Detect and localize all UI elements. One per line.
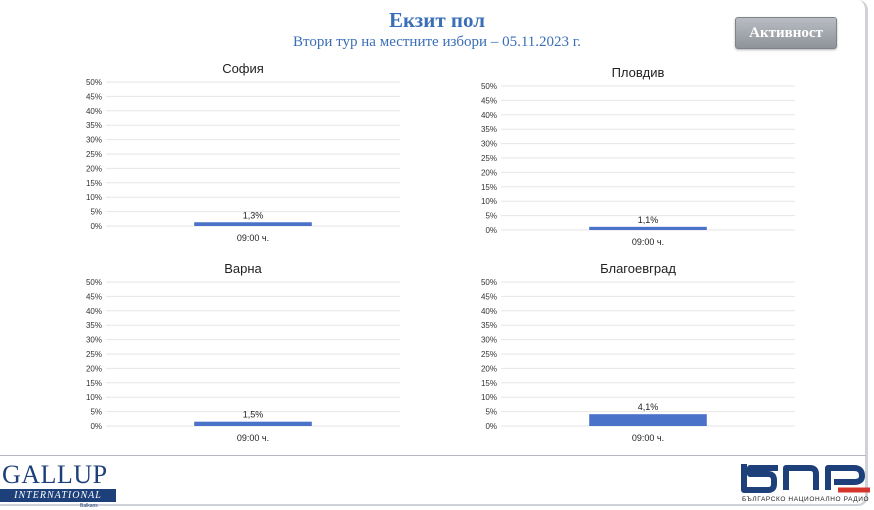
y-tick-label: 0%: [485, 226, 497, 235]
y-tick-label: 5%: [485, 408, 497, 417]
y-tick-label: 0%: [90, 422, 102, 431]
y-tick-label: 0%: [90, 222, 102, 231]
y-tick-label: 10%: [481, 393, 497, 402]
chart-blagoevgrad: Благоевград 0% 5% 10% 15% 20% 25% 30% 35% 40% 45% 5…: [455, 258, 800, 448]
gallup-logo: GALLUP INTERNATIONAL Balkans: [0, 460, 118, 509]
y-tick-label: 30%: [481, 140, 497, 149]
bnr-logo-mark: [741, 464, 870, 493]
y-tick-label: 50%: [481, 82, 497, 91]
y-tick-label: 20%: [481, 168, 497, 177]
page-title: Екзит пол: [388, 8, 486, 32]
bar: [589, 414, 707, 426]
y-tick-label: 25%: [481, 350, 497, 359]
y-tick-label: 25%: [86, 350, 102, 359]
y-tick-label: 10%: [481, 197, 497, 206]
footer-divider: [0, 455, 866, 456]
page-subtitle: Втори тур на местните избори – 05.11.202…: [293, 34, 581, 50]
y-tick-label: 20%: [481, 364, 497, 373]
y-tick-label: 25%: [481, 154, 497, 163]
x-category-label: 09:00 ч.: [237, 233, 269, 243]
bar: [589, 226, 707, 230]
y-tick-label: 20%: [86, 364, 102, 373]
y-tick-label: 25%: [86, 150, 102, 159]
y-tick-label: 50%: [86, 78, 102, 87]
chart-plovdiv: Пловдив 0% 5% 10% 15% 20% 25% 30% 35% 40% 45% 50% 1,…: [455, 62, 800, 252]
chart-svg: Благоевград 0% 5% 10% 15% 20% 25% 30% 35% 40% 45% 5…: [481, 261, 795, 443]
y-tick-label: 30%: [86, 136, 102, 145]
data-label: 1,1%: [638, 215, 659, 225]
y-tick-label: 15%: [481, 379, 497, 388]
y-tick-label: 20%: [86, 164, 102, 173]
x-category-label: 09:00 ч.: [632, 433, 664, 443]
y-tick-label: 15%: [481, 183, 497, 192]
y-tick-label: 35%: [481, 125, 497, 134]
y-tick-label: 35%: [481, 321, 497, 330]
gallup-logo-sub: Balkans: [80, 503, 98, 509]
chart-varna: Варна 0% 5% 10% 15% 20% 25% 30% 35% 40% 45% 50% 1,5%…: [60, 258, 405, 448]
x-category-label: 09:00 ч.: [237, 433, 269, 443]
data-label: 1,5%: [243, 410, 264, 420]
data-label: 1,3%: [243, 210, 264, 220]
y-tick-label: 35%: [86, 121, 102, 130]
y-tick-label: 5%: [485, 212, 497, 221]
chart-sofia: София 0% 5% 10% 15% 20% 25% 30% 35% 40% 45% 50% 1,3%…: [60, 58, 405, 248]
y-tick-label: 15%: [86, 379, 102, 388]
chart-title: Варна: [224, 261, 262, 276]
chart-svg: Варна 0% 5% 10% 15% 20% 25% 30% 35% 40% 45% 50% 1,5%…: [86, 261, 400, 443]
y-tick-label: 0%: [485, 422, 497, 431]
chart-title: София: [222, 61, 264, 76]
bar: [194, 222, 312, 226]
x-category-label: 09:00 ч.: [632, 237, 664, 247]
bnr-logo: БЪЛГАРСКО НАЦИОНАЛНО РАДИО: [738, 460, 874, 508]
y-tick-label: 40%: [86, 107, 102, 116]
chart-title: Благоевград: [600, 261, 676, 276]
y-tick-label: 45%: [481, 292, 497, 301]
chart-svg: Пловдив 0% 5% 10% 15% 20% 25% 30% 35% 40% 45% 50% 1,…: [481, 65, 795, 247]
data-label: 4,1%: [638, 402, 659, 412]
y-tick-label: 50%: [481, 278, 497, 287]
y-tick-label: 45%: [86, 292, 102, 301]
y-tick-label: 40%: [86, 307, 102, 316]
y-tick-label: 50%: [86, 278, 102, 287]
y-tick-label: 45%: [481, 96, 497, 105]
y-tick-label: 15%: [86, 179, 102, 188]
y-tick-label: 5%: [90, 408, 102, 417]
y-tick-label: 30%: [86, 336, 102, 345]
y-tick-label: 10%: [86, 393, 102, 402]
y-tick-label: 40%: [481, 307, 497, 316]
chart-title: Пловдив: [612, 65, 665, 80]
y-tick-label: 5%: [90, 208, 102, 217]
y-tick-label: 35%: [86, 321, 102, 330]
y-tick-label: 45%: [86, 92, 102, 101]
bnr-logo-tagline: БЪЛГАРСКО НАЦИОНАЛНО РАДИО: [742, 496, 870, 503]
y-tick-label: 30%: [481, 336, 497, 345]
gallup-logo-bar: INTERNATIONAL: [0, 489, 116, 502]
chart-svg: София 0% 5% 10% 15% 20% 25% 30% 35% 40% 45% 50% 1,3%…: [86, 61, 400, 243]
y-tick-label: 40%: [481, 111, 497, 120]
bar: [194, 421, 312, 426]
activity-button[interactable]: Активност: [735, 17, 837, 49]
gallup-logo-name: GALLUP: [2, 460, 108, 489]
y-tick-label: 10%: [86, 193, 102, 202]
